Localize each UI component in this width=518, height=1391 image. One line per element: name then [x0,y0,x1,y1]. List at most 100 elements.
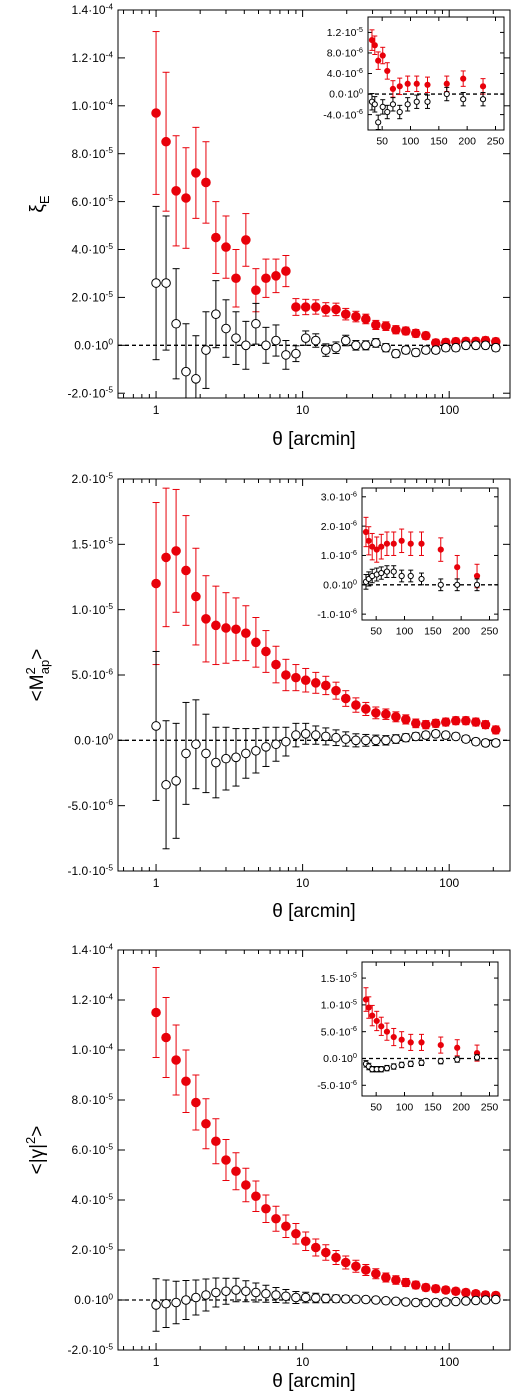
y-tick-label: 1.2·10-4 [72,49,114,65]
data-point [479,83,487,90]
data-point [440,1297,451,1307]
y-tick-label: -2.0·10-5 [68,385,114,401]
data-point [413,98,420,105]
data-point [381,709,391,720]
data-point [362,528,370,536]
data-point [378,1066,385,1073]
data-point [321,1293,331,1304]
data-point [378,1023,385,1030]
data-point [473,581,481,588]
data-point [407,572,414,580]
data-point [291,348,301,359]
data-point [480,1295,491,1305]
y-tick-label: -5.0·10-6 [317,1078,357,1092]
data-point [391,734,401,744]
data-point [171,546,181,556]
data-point [281,736,291,747]
y-tick-label: 1.2·10-4 [72,991,114,1007]
data-point [471,717,481,727]
x-tick-label: 10 [296,403,310,417]
data-point [371,1295,381,1305]
series-filled [151,967,501,1301]
data-point [231,333,241,343]
x-tick-label: 50 [370,626,382,638]
plot-frame [117,478,511,872]
data-point [401,1277,411,1288]
data-point [361,340,371,351]
data-point [451,1286,461,1297]
y-tick-label: 0.0·100 [329,87,363,101]
data-point [261,1203,271,1214]
data-point [362,996,370,1003]
x-tick-label: 50 [376,136,388,148]
data-point [310,302,321,312]
data-point [171,318,181,329]
x-tick-label: 10 [296,1355,310,1369]
y-tick-label: 1.5·10-5 [72,536,114,552]
data-point [310,1242,321,1253]
x-tick-label: 1 [153,403,160,417]
data-point [437,581,444,588]
data-point [331,732,341,743]
x-tick-label: 200 [458,136,476,148]
data-point [391,1296,401,1307]
data-point [391,712,401,722]
data-point [231,1166,241,1177]
data-point [211,1287,221,1298]
data-point [291,672,301,683]
data-point [421,730,431,740]
data-point [310,335,321,346]
data-point [411,1297,421,1308]
inset-frame [367,16,505,131]
data-point [211,232,221,243]
data-point [191,374,201,384]
data-point [201,1118,211,1129]
data-point [161,552,171,563]
data-point [241,235,251,245]
inset-background [362,962,498,1096]
data-point [271,335,281,346]
data-point [411,731,421,742]
data-point [231,1285,241,1295]
data-point [201,614,211,624]
data-point [251,1191,261,1202]
data-point [411,718,421,729]
data-point [371,708,381,718]
data-point [300,1236,311,1247]
data-point [151,108,161,118]
data-point [261,340,271,351]
data-point [375,57,382,64]
data-point [231,624,241,635]
series-filled [362,516,481,589]
data-point [221,1286,231,1297]
data-point [191,1292,201,1303]
y-tick-label: 0.0·100 [323,1051,357,1065]
data-point [171,1055,181,1065]
data-point [331,685,341,696]
series-open [151,1277,501,1332]
inset-frame [361,961,499,1097]
data-point [310,678,321,688]
y-tick-label: -1.0·10-5 [68,862,114,878]
data-point [418,540,425,547]
data-point [430,1283,441,1294]
y-tick-label: 3.0·10-6 [321,489,357,503]
data-point [361,735,371,746]
data-point [411,347,421,358]
data-point [368,37,376,44]
data-point [271,1290,281,1300]
y-tick-label: 0.0·100 [74,337,113,353]
data-point [310,730,321,740]
data-point [383,1028,391,1035]
data-point [251,318,261,329]
data-point [480,340,491,351]
y-tick-label: 0.0·100 [74,732,113,748]
data-point [151,578,161,589]
data-point [490,1294,501,1305]
data-point [340,1257,351,1268]
data-point [300,729,311,739]
series-open [151,205,501,398]
y-tick-label: 1.4·10-4 [72,1,114,17]
data-point [310,1293,321,1303]
data-point [451,715,461,726]
